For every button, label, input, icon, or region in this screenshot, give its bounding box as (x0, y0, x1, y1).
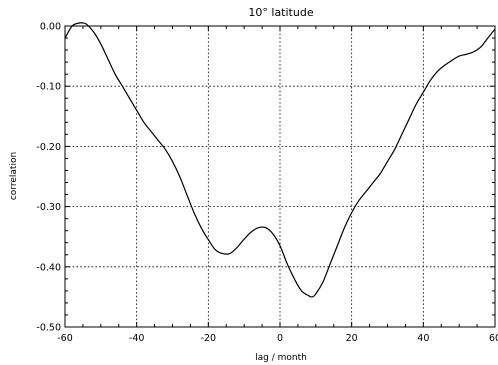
x-tick-label: 60 (489, 333, 498, 344)
x-tick-label: 40 (417, 333, 429, 344)
grid-layer (65, 26, 495, 327)
x-tick-labels: -60 -40 -20 0 20 40 60 (57, 333, 498, 344)
y-axis-label: correlation (9, 152, 19, 200)
x-axis-label: lag / month (255, 353, 307, 363)
plot-frame (64, 25, 496, 328)
x-tick-label: 0 (277, 333, 283, 344)
y-tick-label: -0.10 (36, 82, 61, 93)
x-tick-label: 20 (346, 333, 358, 344)
y-tick-label: -0.20 (36, 142, 61, 153)
y-tick-label: 0.00 (40, 22, 61, 33)
series-layer (64, 22, 496, 298)
y-tick-label: -0.40 (36, 262, 61, 273)
x-tick-label: -20 (201, 333, 217, 344)
x-tick-label: -40 (129, 333, 145, 344)
y-tick-label: -0.30 (36, 202, 61, 213)
y-tick-label: -0.50 (36, 323, 61, 334)
x-tick-label: -60 (57, 333, 73, 344)
chart-title: 10° latitude (248, 6, 313, 19)
y-tick-labels: -0.50 -0.40 -0.30 -0.20 -0.10 0.00 (36, 22, 61, 334)
correlation-series-line (64, 22, 496, 298)
